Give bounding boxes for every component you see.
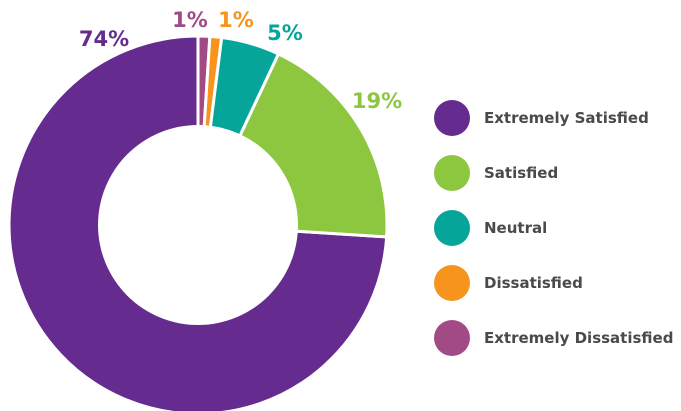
value-label-extremely-dissatisfied: 1% — [172, 8, 208, 32]
legend-swatch-neutral — [434, 210, 470, 246]
value-label-neutral: 5% — [267, 21, 303, 45]
legend-swatch-satisfied — [434, 155, 470, 191]
legend-swatch-dissatisfied — [434, 265, 470, 301]
legend-label-dissatisfied: Dissatisfied — [484, 274, 583, 292]
legend-label-extremely-dissatisfied: Extremely Dissatisfied — [484, 329, 673, 347]
legend: Extremely Satisfied Satisfied Neutral Dissa… — [434, 100, 673, 356]
value-label-extremely-satisfied: 74% — [79, 27, 129, 51]
legend-label-satisfied: Satisfied — [484, 164, 558, 182]
legend-swatch-extremely-dissatisfied — [434, 320, 470, 356]
legend-swatch-extremely-satisfied — [434, 100, 470, 136]
value-label-satisfied: 19% — [352, 89, 402, 113]
donut-hole — [98, 125, 298, 325]
value-label-dissatisfied: 1% — [218, 8, 254, 32]
legend-label-extremely-satisfied: Extremely Satisfied — [484, 109, 649, 127]
legend-label-neutral: Neutral — [484, 219, 547, 237]
value-labels: 74% 19% 5% 1% 1% — [79, 8, 402, 113]
